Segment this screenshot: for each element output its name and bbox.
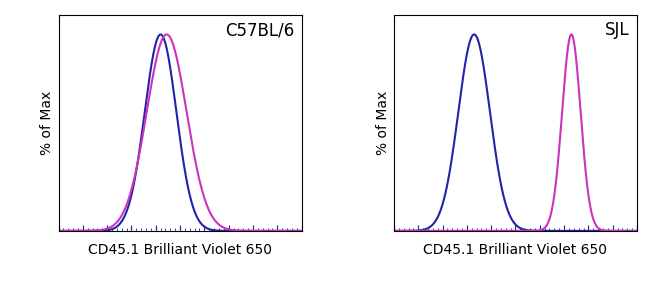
- X-axis label: CD45.1 Brilliant Violet 650: CD45.1 Brilliant Violet 650: [423, 242, 608, 257]
- X-axis label: CD45.1 Brilliant Violet 650: CD45.1 Brilliant Violet 650: [88, 242, 272, 257]
- Y-axis label: % of Max: % of Max: [40, 91, 55, 155]
- Text: C57BL/6: C57BL/6: [225, 21, 294, 39]
- Text: SJL: SJL: [605, 21, 630, 39]
- Y-axis label: % of Max: % of Max: [376, 91, 390, 155]
